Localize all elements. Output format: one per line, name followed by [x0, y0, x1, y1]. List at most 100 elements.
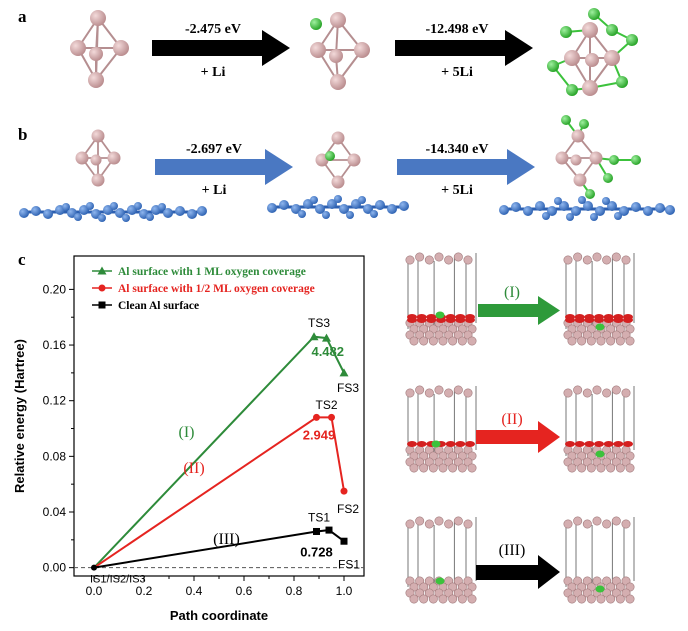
path-label: (III) — [213, 531, 240, 548]
al-atom — [428, 463, 438, 473]
barrier-value: 4.482 — [311, 344, 344, 359]
panel-a-step2-energy: -12.498 eV — [426, 22, 489, 37]
slab-cell — [405, 385, 477, 473]
panel-a-step2-reagent: + 5Li — [441, 65, 473, 80]
al-atom — [415, 252, 425, 262]
al-atom — [419, 594, 429, 604]
al-atom — [586, 463, 596, 473]
al-atom — [615, 463, 625, 473]
al-atom — [611, 385, 621, 395]
data-point-circle — [98, 284, 106, 292]
al-atom — [573, 385, 583, 395]
panel-b-graphene-1 — [19, 202, 207, 222]
al-atom — [467, 336, 477, 346]
panel-c-arrow-I: (I) — [478, 284, 560, 325]
al-atom — [611, 516, 621, 526]
panel-b-cluster-2 — [315, 131, 361, 189]
al-atom — [586, 336, 596, 346]
al-atom — [563, 255, 573, 265]
li-atom — [431, 440, 441, 448]
panel-b-arrow-1: -2.697 eV + Li — [155, 142, 293, 198]
al-atom — [457, 594, 467, 604]
panel-b-step2-energy: -14.340 eV — [426, 142, 489, 157]
data-point-circle — [313, 413, 320, 421]
oxygen-atom — [565, 317, 575, 323]
panel-label-b: b — [18, 125, 27, 144]
al-atom — [448, 463, 458, 473]
al-atom — [582, 388, 592, 398]
oxygen-atom — [603, 441, 614, 447]
panel-c-arrow-III: (III) — [476, 542, 560, 589]
oxygen-atom — [613, 317, 624, 323]
al-atom — [615, 336, 625, 346]
panel-a-arrow-1: -2.475 eV + Li — [152, 22, 290, 80]
al-atom — [592, 516, 602, 526]
data-point-triangle — [339, 368, 349, 377]
arrow-label-I: (I) — [504, 284, 520, 301]
oxygen-atom — [594, 441, 604, 447]
al-atom — [409, 463, 419, 473]
y-tick-label: 0.08 — [43, 449, 67, 463]
al-atom — [625, 594, 635, 604]
oxygen-atom — [584, 441, 595, 447]
al-atom — [409, 336, 419, 346]
panel-label-c: c — [18, 250, 26, 269]
barrier-value: 2.949 — [303, 428, 336, 443]
al-atom — [467, 463, 477, 473]
al-atom — [606, 336, 616, 346]
panel-b-step1-energy: -2.697 eV — [186, 142, 242, 157]
oxygen-atom — [445, 317, 456, 323]
panel-c-arrow-II: (II) — [476, 411, 560, 453]
oxygen-atom — [603, 317, 614, 323]
x-tick-label: 0.6 — [236, 584, 253, 598]
chart-annotations: (I) 4.482 TS3 FS3 (II) 2.949 TS2 FS2 (III) 0.728 T… — [90, 316, 360, 586]
al-atom — [448, 594, 458, 604]
al-atom — [419, 336, 429, 346]
al-atom — [602, 255, 612, 265]
legend-entry: Al surface with 1/2 ML oxygen coverage — [118, 283, 315, 295]
al-atom — [563, 388, 573, 398]
panel-a-step1-reagent: + Li — [201, 65, 226, 80]
al-atom — [434, 252, 444, 262]
legend-entry: Al surface with 1 ML oxygen coverage — [118, 266, 306, 278]
al-atom — [453, 516, 463, 526]
al-atom — [405, 519, 415, 529]
al-atom — [467, 594, 477, 604]
al-atom — [438, 336, 448, 346]
al-atom — [606, 463, 616, 473]
x-tick-label: 0.0 — [86, 584, 103, 598]
slab-cell — [563, 252, 635, 346]
panel-a-step1-energy: -2.475 eV — [185, 22, 241, 37]
al-atom — [563, 519, 573, 529]
oxygen-atom — [455, 317, 466, 323]
al-atom — [625, 463, 635, 473]
al-atom — [444, 388, 454, 398]
panel-b-cluster-1 — [75, 129, 121, 187]
li-atom — [595, 450, 605, 458]
oxygen-atom — [416, 441, 427, 447]
oxygen-atom — [436, 317, 446, 323]
series-line — [93, 416, 345, 569]
panel-b-graphene-2 — [267, 195, 409, 219]
data-point-triangle — [309, 332, 319, 341]
al-atom — [582, 519, 592, 529]
al-atom — [592, 385, 602, 395]
al-atom — [596, 336, 606, 346]
y-tick-label: 0.04 — [43, 505, 67, 519]
y-tick-label: 0.12 — [43, 394, 67, 408]
al-atom — [453, 385, 463, 395]
li-atom — [435, 311, 445, 319]
al-atom — [611, 252, 621, 262]
al-atom — [567, 336, 577, 346]
series-group — [93, 332, 349, 569]
data-point-square — [340, 537, 348, 545]
al-atom — [577, 336, 587, 346]
li-atom — [435, 577, 445, 585]
x-axis-ticks: 0.0 0.2 0.4 0.6 0.8 1.0 — [86, 576, 353, 598]
data-point-square — [313, 527, 320, 535]
panel-b-arrow-2: -14.340 eV + 5Li — [397, 142, 535, 198]
al-atom — [573, 516, 583, 526]
oxygen-atom — [407, 441, 417, 447]
path-label: (I) — [179, 424, 195, 441]
al-atom — [573, 252, 583, 262]
